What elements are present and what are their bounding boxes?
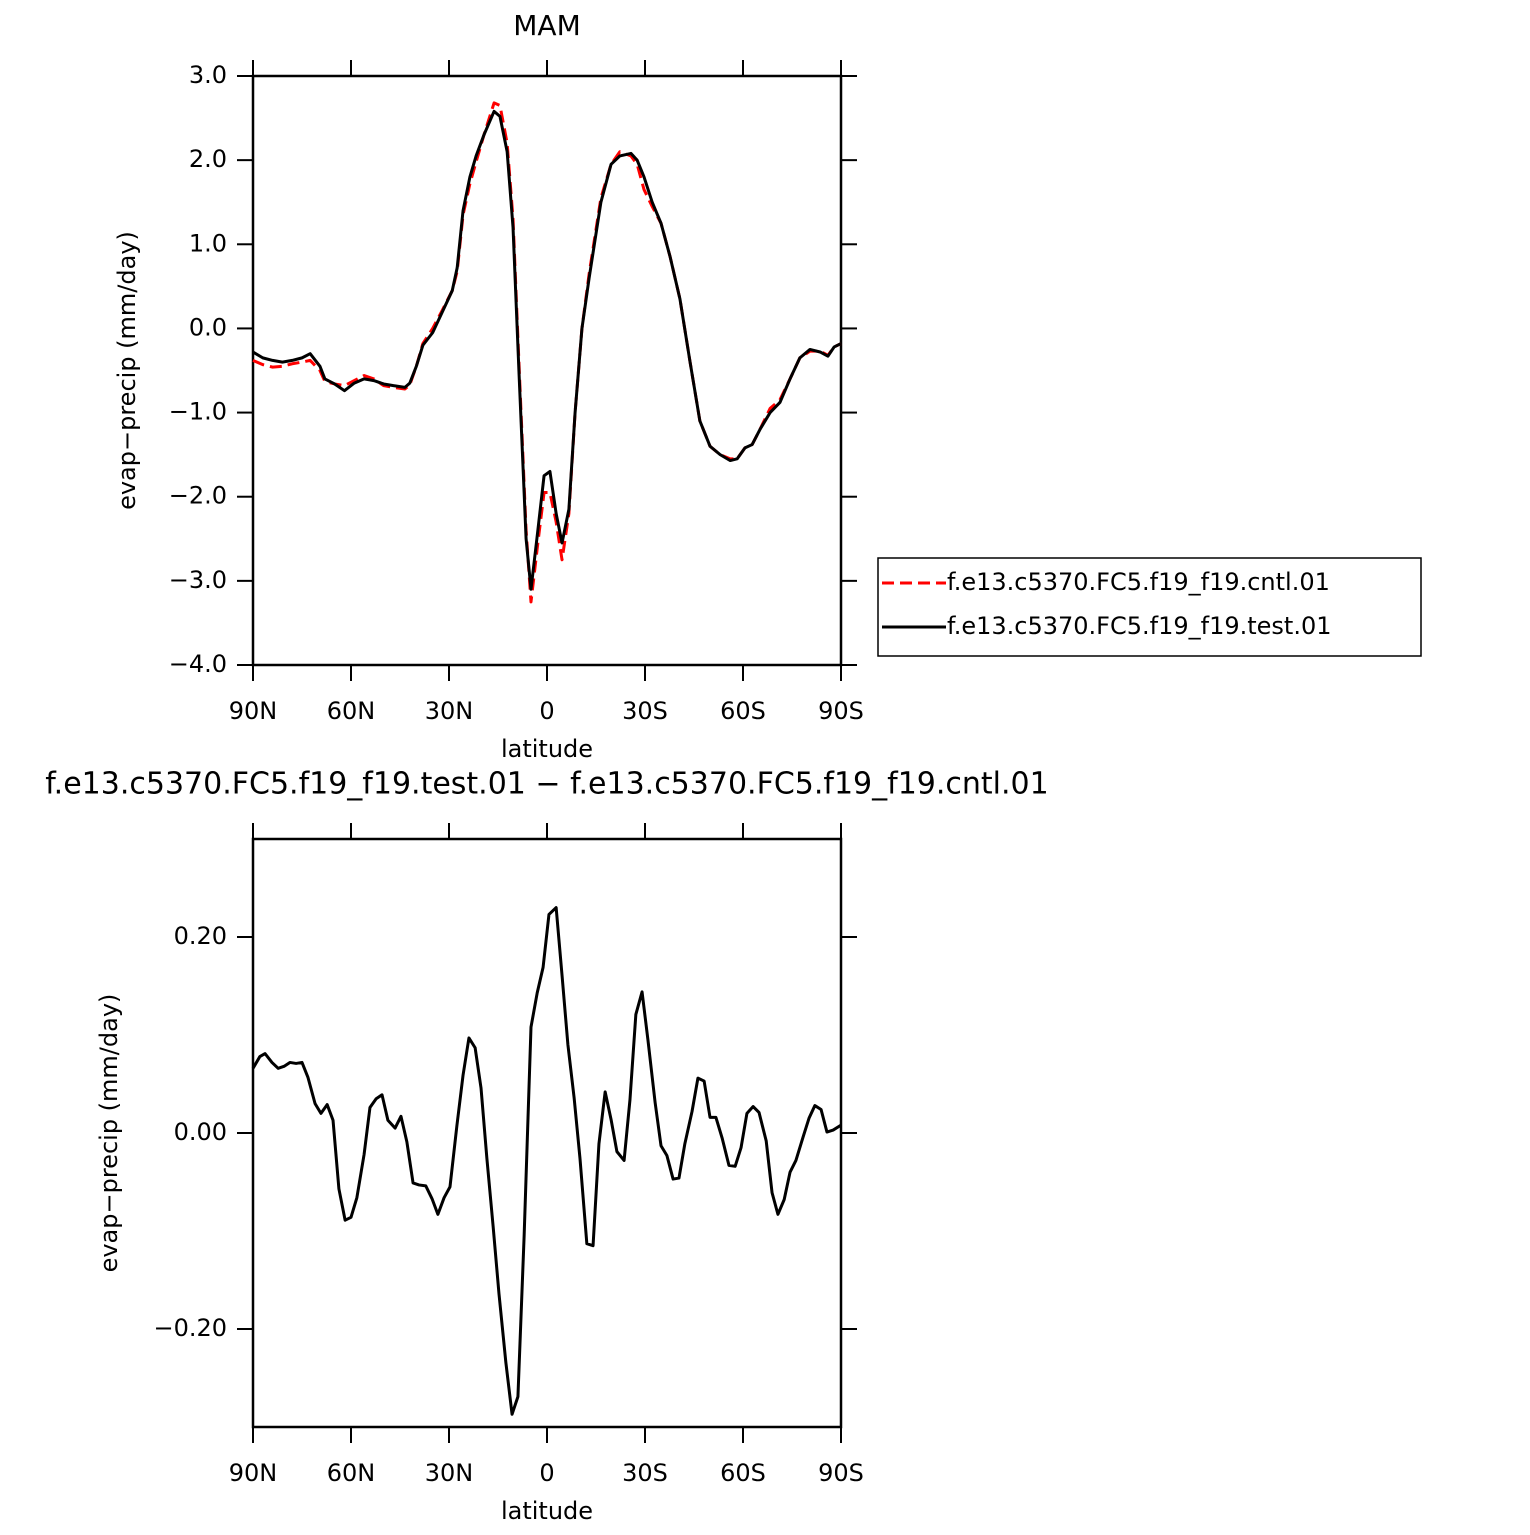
panel: f.e13.c5370.FC5.f19_f19.test.01 − f.e13.… (45, 767, 1048, 1526)
chart-title: MAM (513, 9, 580, 42)
x-tick-label: 30N (425, 1459, 474, 1487)
y-tick-label: 0.0 (189, 313, 227, 341)
data-line (251, 906, 842, 1416)
legend-label: f.e13.c5370.FC5.f19_f19.cntl.01 (947, 568, 1330, 596)
y-tick-label: 1.0 (189, 229, 227, 257)
x-axis-label: latitude (501, 1497, 593, 1525)
data-line (252, 109, 842, 591)
legend: f.e13.c5370.FC5.f19_f19.cntl.01 f.e13.c53… (877, 557, 1422, 657)
x-tick-label: 0 (539, 1459, 554, 1487)
data-line (252, 101, 842, 604)
x-tick-label: 60N (327, 697, 376, 725)
y-tick-label: −2.0 (169, 482, 227, 510)
legend-label: f.e13.c5370.FC5.f19_f19.test.01 (947, 612, 1332, 640)
x-tick-label: 90N (229, 1459, 278, 1487)
x-tick-label: 30S (622, 697, 668, 725)
y-tick-label: −4.0 (169, 650, 227, 678)
x-axis-label: latitude (501, 735, 593, 763)
y-tick-label: −1.0 (169, 398, 227, 426)
y-tick-label: 0.20 (174, 922, 227, 950)
x-tick-label: 60S (720, 1459, 766, 1487)
y-tick-label: 3.0 (189, 61, 227, 89)
legend-frame (877, 557, 1422, 657)
y-tick-label: 2.0 (189, 145, 227, 173)
x-tick-label: 0 (539, 697, 554, 725)
x-tick-label: 60S (720, 697, 766, 725)
y-axis-label: evap−precip (mm/day) (95, 994, 123, 1273)
x-tick-label: 90N (229, 697, 278, 725)
x-tick-label: 90S (818, 1459, 864, 1487)
y-axis-label: evap−precip (mm/day) (113, 231, 141, 510)
x-tick-label: 90S (818, 697, 864, 725)
y-tick-label: −0.20 (153, 1314, 227, 1342)
y-tick-label: 0.00 (174, 1118, 227, 1146)
chart-title: f.e13.c5370.FC5.f19_f19.test.01 − f.e13.… (45, 767, 1048, 802)
panel: MAM latitude evap−precip (mm/day) −4.0 −3.0 −… (113, 9, 1422, 763)
y-tick-label: −3.0 (169, 566, 227, 594)
x-tick-label: 30S (622, 1459, 668, 1487)
plot-frame (251, 74, 843, 667)
x-tick-label: 60N (327, 1459, 376, 1487)
x-tick-label: 30N (425, 697, 474, 725)
